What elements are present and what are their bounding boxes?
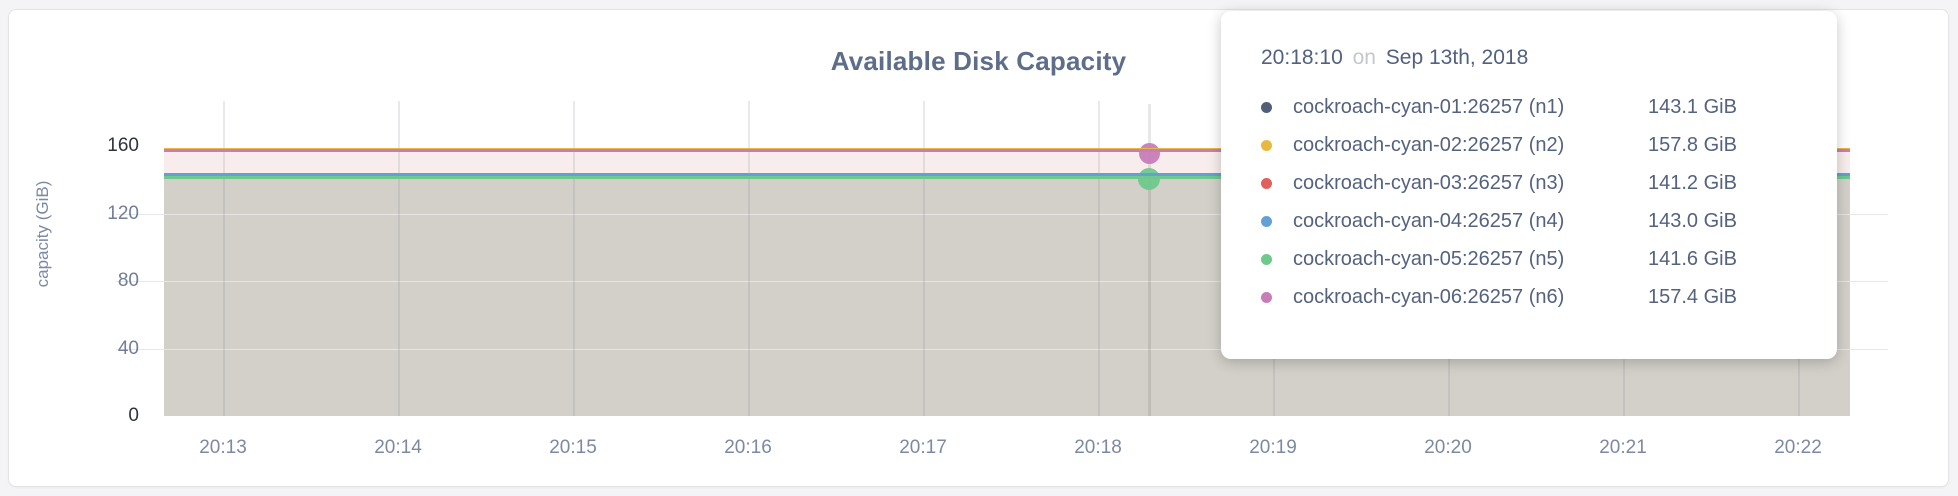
x-tick-label: 20:22 <box>1774 437 1822 458</box>
tooltip-on-word: on <box>1352 46 1376 69</box>
series-color-dot <box>1261 215 1272 227</box>
series-color-dot <box>1261 253 1272 265</box>
x-tick-label: 20:17 <box>899 437 947 458</box>
hover-marker-n5 <box>1138 168 1160 191</box>
v-gridline <box>923 101 925 416</box>
tooltip-row: cockroach-cyan-01:26257 (n1) 143.1 GiB <box>1261 88 1807 126</box>
v-gridline <box>1098 101 1100 416</box>
x-tick-label: 20:21 <box>1599 437 1647 458</box>
v-gridline <box>398 101 400 416</box>
chart-title: Available Disk Capacity <box>830 46 1127 76</box>
series-color-dot <box>1261 101 1272 113</box>
series-color-dot <box>1261 177 1272 189</box>
series-name: cockroach-cyan-06:26257 (n6) <box>1293 285 1565 308</box>
series-line-n6 <box>164 148 1850 153</box>
series-value: 141.2 GiB <box>1648 171 1737 194</box>
series-name: cockroach-cyan-05:26257 (n5) <box>1293 247 1565 270</box>
v-gridline <box>748 101 750 416</box>
series-line-n4 <box>164 173 1850 177</box>
y-tick-label: 80 <box>117 270 139 291</box>
series-value: 157.8 GiB <box>1648 133 1737 156</box>
series-name: cockroach-cyan-01:26257 (n1) <box>1293 95 1565 118</box>
tooltip-date: Sep 13th, 2018 <box>1385 46 1529 69</box>
series-value: 141.6 GiB <box>1648 247 1737 270</box>
tooltip-row: cockroach-cyan-04:26257 (n4) 143.0 GiB <box>1261 202 1807 240</box>
x-tick-label: 20:20 <box>1424 437 1472 458</box>
hover-tooltip: 20:18:10 on Sep 13th, 2018 cockroach-cya… <box>1221 11 1837 359</box>
hover-marker-n6 <box>1138 143 1160 165</box>
v-gridline <box>573 101 575 416</box>
v-gridline <box>223 101 225 416</box>
tooltip-row: cockroach-cyan-03:26257 (n3) 141.2 GiB <box>1261 164 1807 202</box>
series-color-dot <box>1261 139 1272 151</box>
tooltip-row: cockroach-cyan-05:26257 (n5) 141.6 GiB <box>1261 240 1807 278</box>
tooltip-legend-rows: cockroach-cyan-01:26257 (n1) 143.1 GiB coc… <box>1261 88 1807 316</box>
h-gridline-overlay <box>164 281 1850 282</box>
tooltip-header: 20:18:10 on Sep 13th, 2018 <box>1261 43 1807 73</box>
series-name: cockroach-cyan-04:26257 (n4) <box>1293 209 1565 232</box>
hover-guideline <box>1147 104 1151 416</box>
series-value: 157.4 GiB <box>1648 285 1737 308</box>
series-line-n5 <box>164 175 1850 179</box>
series-name: cockroach-cyan-02:26257 (n2) <box>1293 133 1565 156</box>
y-tick-label: 120 <box>107 202 139 224</box>
x-tick-label: 20:19 <box>1249 437 1297 458</box>
series-color-dot <box>1261 291 1272 303</box>
chart-card: Available Disk Capacity capacity (GiB) 0… <box>8 9 1949 487</box>
x-tick-label: 20:16 <box>724 437 772 458</box>
x-tick-label: 20:13 <box>199 437 247 458</box>
x-tick-label: 20:18 <box>1074 437 1122 458</box>
y-tick-label: 0 <box>128 405 139 426</box>
y-tick-label: 160 <box>107 135 139 156</box>
x-tick-label: 20:15 <box>549 437 597 458</box>
h-gridline-overlay <box>164 213 1850 215</box>
tooltip-time: 20:18:10 <box>1261 46 1343 69</box>
tooltip-row: cockroach-cyan-02:26257 (n2) 157.8 GiB <box>1261 126 1807 164</box>
series-value: 143.1 GiB <box>1648 95 1737 118</box>
series-name: cockroach-cyan-03:26257 (n3) <box>1293 171 1565 194</box>
h-gridline-overlay <box>164 348 1850 350</box>
y-tick-label: 40 <box>117 337 139 359</box>
tooltip-row: cockroach-cyan-06:26257 (n6) 157.4 GiB <box>1261 278 1807 316</box>
x-tick-label: 20:14 <box>374 437 422 458</box>
series-value: 143.0 GiB <box>1648 209 1737 232</box>
